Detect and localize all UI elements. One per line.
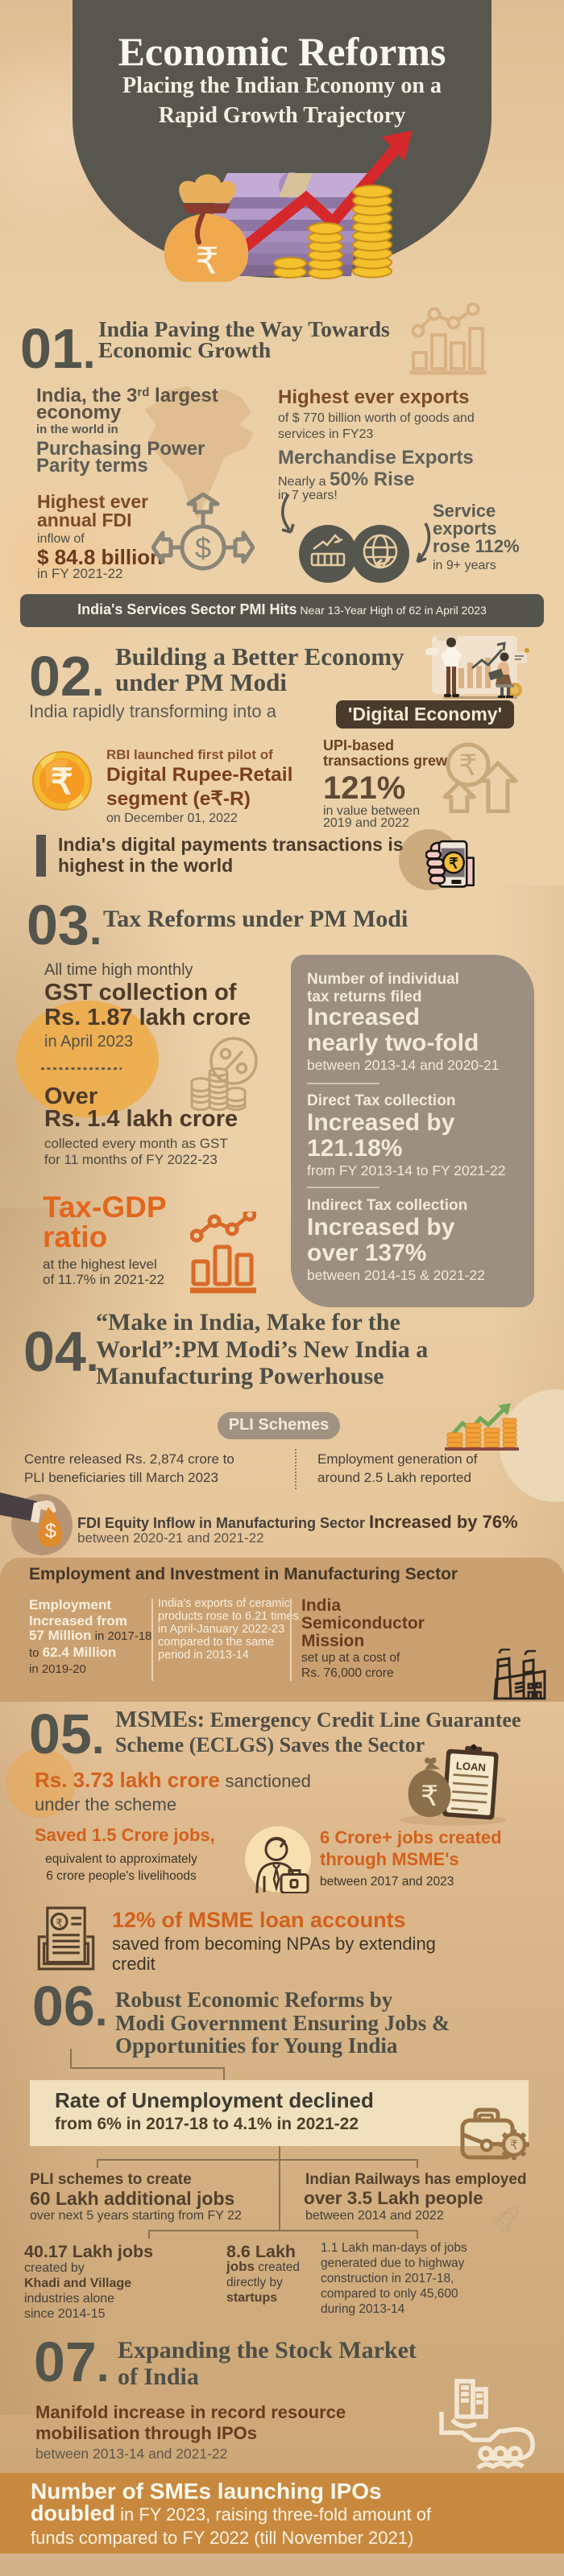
svg-text:₹: ₹ bbox=[459, 749, 478, 782]
svg-text:₹: ₹ bbox=[449, 855, 458, 871]
svg-text:₹: ₹ bbox=[195, 240, 218, 282]
svg-text:₹: ₹ bbox=[51, 762, 73, 802]
svg-text:₹: ₹ bbox=[56, 1917, 63, 1929]
svg-text:$: $ bbox=[45, 1520, 56, 1542]
svg-text:LOAN: LOAN bbox=[455, 1760, 486, 1774]
svg-text:₹: ₹ bbox=[421, 1781, 438, 1812]
svg-text:₹: ₹ bbox=[510, 2139, 518, 2153]
svg-text:$: $ bbox=[195, 531, 211, 564]
